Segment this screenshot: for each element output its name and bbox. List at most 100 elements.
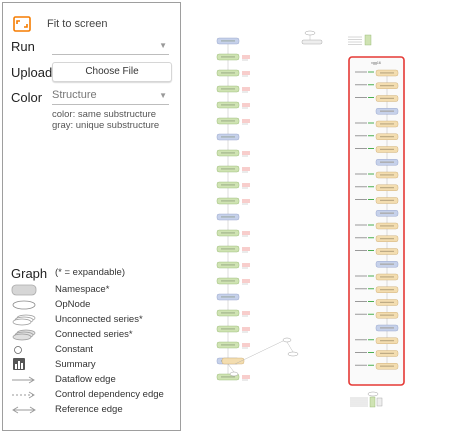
graph-node[interactable] (216, 37, 240, 45)
vgg16-namespace-box[interactable] (348, 56, 405, 386)
legend-reference-edge: Reference edge (11, 402, 179, 418)
graph-node[interactable] (375, 210, 399, 217)
legend-label: Control dependency edge (55, 389, 164, 400)
graph-node[interactable] (216, 53, 250, 61)
graph-node[interactable] (355, 337, 399, 344)
namespace-node-chain (355, 69, 399, 370)
legend-opnode: OpNode (11, 297, 179, 313)
graph-node[interactable] (216, 213, 240, 221)
graph-node[interactable] (221, 357, 245, 365)
control-panel: Fit to screen Run ▼ Upload Choose File C… (2, 2, 181, 431)
graph-node[interactable] (375, 261, 399, 268)
graph-node[interactable] (364, 34, 372, 46)
namespace-label: vgg16 (371, 61, 381, 65)
chevron-down-icon: ▼ (159, 41, 167, 50)
graph-node[interactable] (216, 101, 250, 109)
left-node-chain (216, 37, 299, 381)
color-select-value: Structure (52, 89, 97, 101)
legend-control-dependency-edge: Control dependency edge (11, 387, 179, 403)
graph-node[interactable] (355, 363, 399, 370)
graph-node[interactable] (355, 133, 399, 140)
graph-legend-hint: (* = expandable) (55, 267, 125, 278)
graph-node[interactable] (355, 95, 399, 102)
legend-summary: Summary (11, 357, 179, 373)
graph-node[interactable] (216, 133, 240, 141)
legend-label: Dataflow edge (55, 374, 116, 385)
fit-to-screen-icon (13, 16, 31, 32)
summary-icon (13, 358, 25, 370)
input-node-cluster (301, 30, 372, 46)
graph-node[interactable] (216, 261, 250, 269)
graph-node[interactable] (216, 69, 250, 77)
graph-node[interactable] (375, 159, 399, 166)
graph-node[interactable] (216, 117, 250, 125)
control-dependency-edge-icon (12, 391, 35, 399)
namespace-icon (11, 284, 37, 296)
legend-label: Unconnected series* (55, 314, 143, 325)
color-label: Color (11, 90, 43, 105)
graph-node[interactable] (216, 165, 250, 173)
graph-node[interactable] (375, 108, 399, 115)
color-select[interactable]: Structure ▼ (52, 89, 169, 105)
graph-node[interactable] (355, 120, 399, 128)
choose-file-button[interactable]: Choose File (52, 62, 172, 82)
graph-svg[interactable]: vgg16 (190, 0, 450, 434)
graph-node[interactable] (282, 337, 292, 343)
graph-node[interactable] (216, 85, 250, 93)
graph-node[interactable] (216, 277, 250, 285)
graph-node[interactable] (304, 30, 316, 36)
graph-node[interactable] (355, 235, 399, 242)
graph-node[interactable] (355, 197, 399, 204)
graph-node[interactable] (369, 396, 376, 408)
graph-node[interactable] (216, 325, 250, 333)
legend-unconnected-series: Unconnected series* (11, 312, 179, 328)
fit-to-screen-label: Fit to screen (47, 18, 108, 30)
graph-node[interactable] (216, 309, 250, 317)
fit-to-screen-button[interactable]: Fit to screen (13, 13, 108, 35)
connected-series-icon (12, 329, 36, 341)
output-node-cluster (350, 391, 383, 408)
legend-label: Namespace* (55, 284, 110, 295)
legend-namespace: Namespace* (11, 282, 179, 298)
graph-node[interactable] (355, 222, 399, 230)
constant-icon (14, 346, 22, 354)
chevron-down-icon: ▼ (159, 91, 167, 100)
graph-node[interactable] (355, 312, 399, 319)
graph-node[interactable] (355, 184, 399, 191)
graph-node[interactable] (287, 351, 299, 357)
color-note-unique: gray: unique substructure (52, 120, 160, 131)
graph-canvas[interactable]: vgg16 (190, 0, 450, 434)
legend-label: Connected series* (55, 329, 133, 340)
graph-node[interactable] (216, 245, 250, 253)
legend-label: OpNode (55, 299, 91, 310)
graph-node[interactable] (216, 197, 250, 205)
unconnected-series-icon (12, 314, 36, 326)
graph-node[interactable] (216, 341, 250, 349)
legend-dataflow-edge: Dataflow edge (11, 372, 179, 388)
graph-node[interactable] (216, 293, 240, 301)
legend-connected-series: Connected series* (11, 327, 179, 343)
run-select[interactable]: ▼ (52, 39, 169, 55)
graph-node[interactable] (216, 181, 250, 189)
upload-label: Upload (11, 65, 53, 80)
legend-label: Summary (55, 359, 96, 370)
dataflow-edge-icon (12, 376, 35, 384)
graph-node[interactable] (355, 82, 399, 89)
graph-node[interactable] (229, 371, 239, 377)
graph-node[interactable] (355, 171, 399, 179)
graph-node[interactable] (376, 397, 383, 407)
opnode-icon (12, 300, 36, 310)
legend-label: Constant (55, 344, 94, 355)
graph-legend-title: Graph (11, 266, 48, 281)
graph-node[interactable] (355, 146, 399, 153)
graph-node[interactable] (301, 39, 323, 45)
reference-edge-icon (12, 406, 36, 414)
graph-node[interactable] (216, 149, 250, 157)
legend-label: Reference edge (55, 404, 123, 415)
color-note-same: color: same substructure (52, 109, 157, 120)
graph-node[interactable] (216, 229, 250, 237)
graph-node[interactable] (355, 248, 399, 255)
graph-node[interactable] (367, 391, 379, 397)
legend-constant: Constant (11, 342, 179, 358)
graph-node[interactable] (375, 324, 399, 332)
